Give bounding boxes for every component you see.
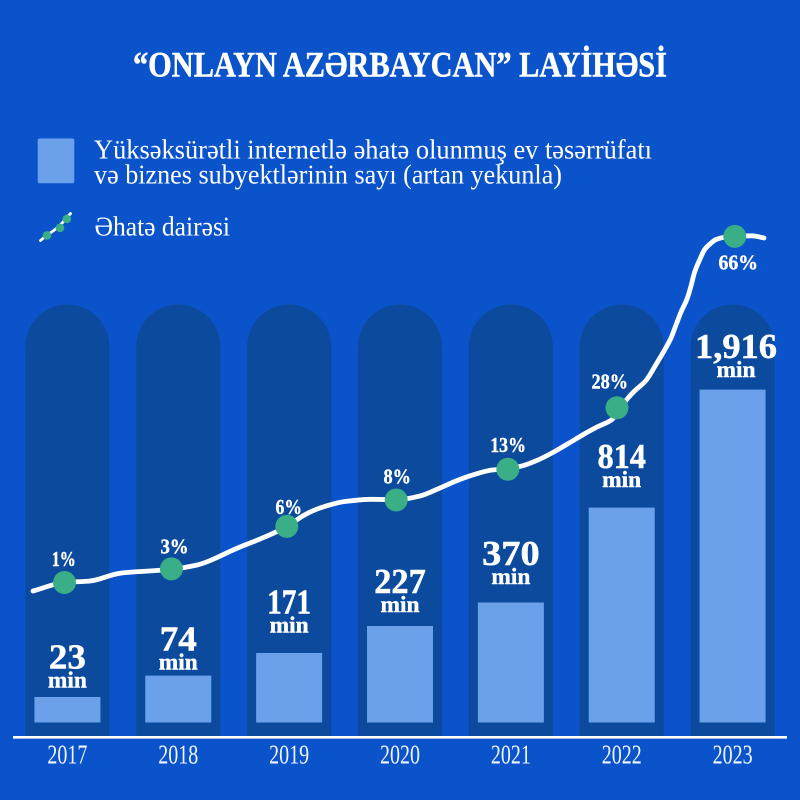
svg-text:Əhatə dairəsi: Əhatə dairəsi bbox=[95, 212, 231, 242]
svg-text:13%: 13% bbox=[490, 433, 526, 457]
svg-text:2023: 2023 bbox=[713, 740, 753, 770]
svg-text:Yüksəksürətli internetlə əhatə: Yüksəksürətli internetlə əhatə olunmuş e… bbox=[94, 135, 652, 165]
svg-text:28%: 28% bbox=[591, 370, 628, 394]
svg-text:3%: 3% bbox=[161, 535, 189, 559]
svg-text:min: min bbox=[717, 357, 756, 382]
svg-text:171: 171 bbox=[267, 583, 311, 622]
svg-text:min: min bbox=[491, 564, 530, 589]
svg-text:min: min bbox=[270, 613, 309, 638]
svg-text:min: min bbox=[602, 467, 641, 492]
svg-text:min: min bbox=[159, 649, 198, 674]
svg-text:74: 74 bbox=[160, 619, 197, 658]
svg-text:2019: 2019 bbox=[269, 740, 309, 770]
svg-text:23: 23 bbox=[49, 637, 86, 676]
svg-text:2020: 2020 bbox=[380, 740, 420, 770]
svg-text:1,916: 1,916 bbox=[695, 327, 777, 366]
svg-text:min: min bbox=[381, 592, 420, 617]
svg-text:2018: 2018 bbox=[158, 740, 198, 770]
svg-text:“ONLAYN AZƏRBAYCAN” LAYİHƏSİ: “ONLAYN AZƏRBAYCAN” LAYİHƏSİ bbox=[133, 45, 667, 85]
svg-text:227: 227 bbox=[374, 562, 426, 601]
svg-text:min: min bbox=[48, 667, 87, 692]
svg-text:2021: 2021 bbox=[491, 740, 531, 770]
svg-text:2017: 2017 bbox=[47, 740, 87, 770]
svg-text:8%: 8% bbox=[383, 465, 411, 489]
svg-text:2022: 2022 bbox=[602, 740, 642, 770]
svg-text:370: 370 bbox=[482, 534, 540, 573]
svg-text:6%: 6% bbox=[276, 495, 303, 519]
svg-text:66%: 66% bbox=[718, 251, 758, 275]
svg-text:814: 814 bbox=[597, 437, 646, 476]
svg-text:1%: 1% bbox=[52, 547, 76, 571]
svg-text:və biznes subyektlərinin sayı: və biznes subyektlərinin sayı (artan yek… bbox=[94, 160, 562, 190]
